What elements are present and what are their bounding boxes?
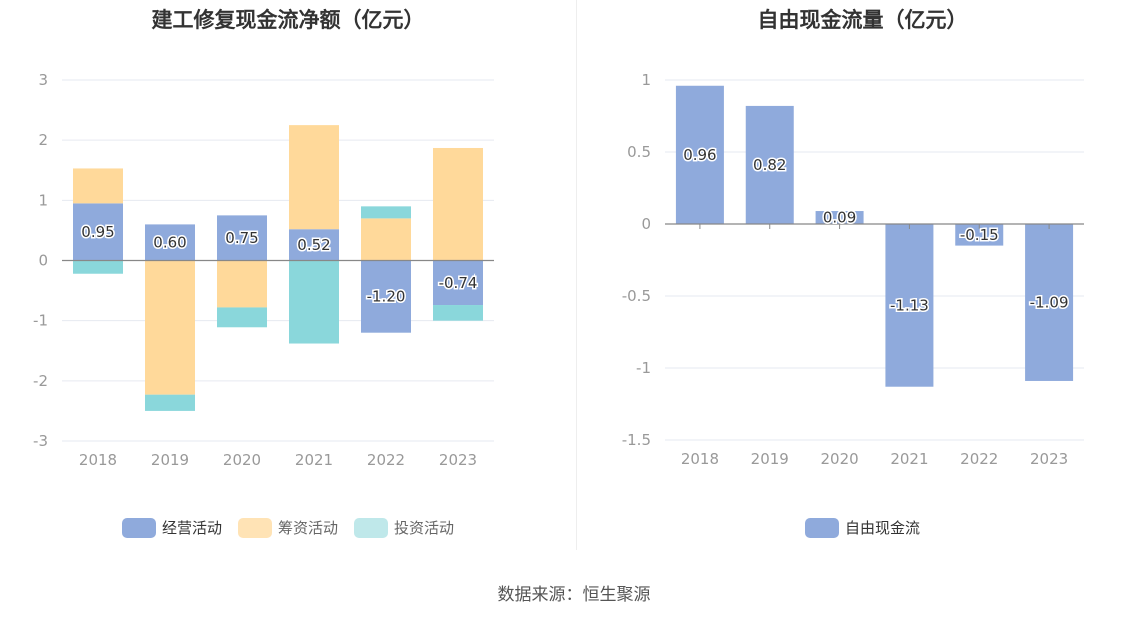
left-bar-operating — [289, 229, 339, 261]
right-bar — [745, 105, 794, 224]
source-note: 数据来源：恒生聚源 — [497, 585, 651, 605]
right-xtick-label: 2022 — [960, 450, 998, 468]
left-chart-panel: 建工修复现金流净额（亿元） 3 2 1 0 -1 -2 -3 0.95 0.60 0.75 0.52… — [0, 0, 576, 550]
left-ytick-label: 1 — [38, 191, 48, 209]
left-xtick-label: 2023 — [439, 451, 477, 469]
legend-label-financing: 筹资活动 — [277, 519, 338, 537]
left-data-label: 0.95 — [81, 223, 114, 241]
left-bar-financing — [361, 218, 411, 261]
left-data-label: -0.74 — [439, 274, 478, 292]
left-bar-financing — [73, 168, 123, 204]
left-bar-financing — [217, 260, 267, 308]
left-bar-operating — [361, 260, 411, 333]
right-data-label: 0.96 — [683, 146, 716, 164]
legend-swatch-financing — [237, 517, 272, 538]
left-data-label: -1.20 — [367, 288, 406, 306]
legend-item-operating[interactable]: 经营活动 — [121, 517, 222, 538]
right-xtick-label: 2018 — [681, 450, 719, 468]
left-bar-financing — [433, 147, 483, 261]
right-bar — [885, 224, 934, 387]
left-bar-operating — [433, 260, 483, 306]
left-chart-title: 建工修复现金流净额（亿元） — [151, 8, 425, 32]
left-ytick-label: -2 — [33, 372, 48, 390]
legend-swatch-investing — [354, 517, 388, 538]
left-xtick-label: 2021 — [295, 451, 333, 469]
right-ytick-label: -1.5 — [622, 431, 651, 449]
right-ytick-label: 0.5 — [627, 143, 651, 161]
left-bar-investing — [433, 305, 483, 321]
right-data-label: -1.09 — [1030, 293, 1069, 311]
left-bar-investing — [289, 260, 339, 344]
right-legend: 自由现金流 — [577, 517, 1148, 538]
right-ytick-label: 1 — [641, 71, 651, 89]
left-bar-investing — [145, 394, 195, 411]
right-data-label: -1.13 — [890, 296, 929, 314]
left-data-label: 0.60 — [153, 233, 186, 251]
legend-label-fcf: 自由现金流 — [844, 519, 920, 537]
left-bar-financing — [289, 125, 339, 230]
left-ytick-label: 2 — [38, 131, 48, 149]
right-xtick-label: 2021 — [890, 450, 928, 468]
left-bar-operating — [217, 215, 267, 261]
left-bar-financing — [145, 260, 195, 395]
left-xtick-label: 2018 — [79, 451, 117, 469]
right-data-label: 0.09 — [823, 209, 856, 227]
left-ytick-label: -1 — [33, 312, 48, 330]
left-bar-operating — [145, 224, 195, 261]
left-bar-investing — [217, 307, 267, 328]
right-chart-plot: 1 0.5 0 -0.5 -1 -1.5 0.96 0.82 0.09 -1.13 -0.15 -1.… — [622, 71, 1084, 468]
left-xtick-label: 2022 — [367, 451, 405, 469]
legend-swatch-operating — [121, 517, 156, 538]
left-bar-investing — [361, 206, 411, 219]
left-legend: 经营活动 筹资活动 投资活动 — [0, 517, 576, 538]
right-ytick-label: -0.5 — [622, 287, 651, 305]
left-ytick-label: 0 — [38, 252, 48, 270]
left-bar-operating — [73, 203, 123, 261]
right-bar — [1025, 224, 1074, 381]
right-data-label: -0.15 — [960, 226, 999, 244]
right-chart-title: 自由现金流量（亿元） — [757, 8, 968, 32]
right-xtick-label: 2019 — [751, 450, 789, 468]
legend-label-operating: 经营活动 — [161, 519, 222, 537]
right-bar — [955, 224, 1004, 246]
right-data-label: 0.82 — [753, 156, 786, 174]
left-bar-investing — [73, 260, 123, 274]
left-xtick-label: 2019 — [151, 451, 189, 469]
right-bar — [675, 85, 724, 224]
panel-divider — [576, 0, 577, 550]
left-chart-plot: 3 2 1 0 -1 -2 -3 0.95 0.60 0.75 0.52 -1.20 -0.74 2018… — [33, 71, 494, 469]
right-ytick-label: -1 — [636, 359, 651, 377]
left-xtick-label: 2020 — [223, 451, 261, 469]
right-xtick-label: 2020 — [820, 450, 858, 468]
legend-swatch-fcf — [804, 517, 839, 538]
legend-item-investing[interactable]: 投资活动 — [354, 517, 454, 538]
legend-item-fcf[interactable]: 自由现金流 — [804, 517, 920, 538]
right-xtick-label: 2023 — [1030, 450, 1068, 468]
legend-label-investing: 投资活动 — [394, 519, 455, 537]
left-data-label: 0.75 — [225, 229, 258, 247]
right-ytick-label: 0 — [641, 215, 651, 233]
right-chart-panel: 自由现金流量（亿元） 1 0.5 0 -0.5 -1 -1.5 0.96 0.82 0.09 -1… — [577, 0, 1148, 550]
right-bar — [815, 211, 864, 224]
legend-item-financing[interactable]: 筹资活动 — [237, 517, 338, 538]
left-data-label: 0.52 — [297, 236, 330, 254]
left-ytick-label: 3 — [38, 71, 48, 89]
left-ytick-label: -3 — [33, 432, 48, 450]
